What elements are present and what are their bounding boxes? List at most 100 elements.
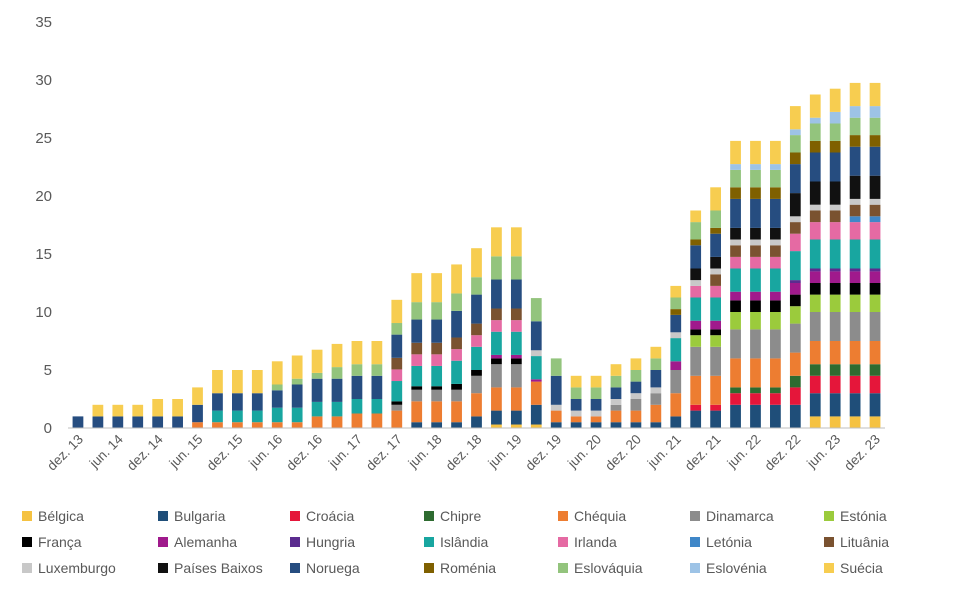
bar-segment bbox=[750, 393, 761, 405]
bar-segment bbox=[750, 164, 761, 170]
bar-segment bbox=[829, 364, 841, 376]
bar-segment bbox=[351, 341, 363, 365]
bar-segment bbox=[690, 375, 702, 405]
bar-segment bbox=[869, 283, 881, 295]
bar-segment bbox=[789, 193, 801, 217]
bar-segment bbox=[530, 404, 542, 425]
bar-segment bbox=[710, 410, 721, 428]
bar-segment bbox=[391, 369, 403, 382]
bar-segment bbox=[730, 239, 741, 246]
bar-segment bbox=[730, 312, 741, 330]
bar-segment bbox=[650, 370, 662, 388]
bar-segment bbox=[431, 342, 443, 355]
bar-segment bbox=[610, 375, 622, 388]
bar-segment bbox=[730, 291, 741, 301]
bar-segment bbox=[809, 117, 821, 124]
bar-segment bbox=[710, 187, 721, 211]
x-tick-label: jun. 23 bbox=[803, 432, 843, 472]
bar-segment bbox=[471, 370, 482, 376]
bar-segment bbox=[869, 364, 881, 376]
bar-segment bbox=[770, 291, 781, 301]
bar-segment bbox=[351, 399, 363, 414]
bar-segment bbox=[530, 356, 542, 380]
bar-segment bbox=[530, 381, 542, 405]
bar-segment bbox=[311, 416, 323, 428]
y-tick-label: 5 bbox=[44, 362, 52, 379]
bar-segment bbox=[371, 375, 383, 399]
bar-segment bbox=[869, 239, 881, 269]
bar-segment bbox=[869, 106, 881, 118]
bar-segment bbox=[491, 279, 502, 309]
bar-segment bbox=[809, 152, 821, 182]
bar-segment bbox=[510, 354, 522, 359]
bar-segment bbox=[829, 140, 841, 153]
bar-segment bbox=[530, 379, 542, 382]
bar-segment bbox=[789, 164, 801, 194]
y-axis: 0 5 10 15 20 25 30 35 bbox=[35, 14, 52, 437]
bar-segment bbox=[570, 375, 582, 388]
bar-segment bbox=[371, 413, 383, 428]
legend-swatch bbox=[158, 563, 168, 573]
bar-segment bbox=[550, 410, 562, 423]
legend-swatch bbox=[290, 563, 300, 573]
bar-segment bbox=[690, 404, 702, 411]
bar-segment bbox=[770, 312, 781, 330]
bar-segment bbox=[730, 268, 741, 292]
bar-segment bbox=[849, 416, 861, 428]
legend-label: Chipre bbox=[440, 508, 481, 524]
bar-segment bbox=[750, 187, 761, 199]
bar-segment bbox=[789, 280, 801, 283]
bar-segment bbox=[869, 135, 881, 147]
bar-segment bbox=[849, 268, 861, 272]
bar-segment bbox=[371, 364, 383, 376]
bar-segment bbox=[690, 320, 702, 330]
bar-segment bbox=[809, 140, 821, 153]
bar-segment bbox=[650, 387, 662, 394]
bar-segment bbox=[829, 239, 841, 269]
bar-segment bbox=[371, 399, 383, 414]
bar-segment bbox=[371, 341, 383, 365]
bar-segment bbox=[710, 297, 721, 321]
legend-swatch bbox=[558, 511, 568, 521]
bar-segment bbox=[690, 297, 702, 321]
legend-label: Eslovénia bbox=[706, 560, 767, 576]
bar-segment bbox=[291, 378, 303, 385]
bar-segment bbox=[311, 372, 323, 379]
bar-segment bbox=[809, 294, 821, 312]
bar-segment bbox=[451, 293, 462, 311]
bar-segment bbox=[789, 251, 801, 281]
bar-segment bbox=[610, 399, 622, 405]
bar-segment bbox=[770, 329, 781, 359]
bar-segment bbox=[690, 245, 702, 269]
bar-segment bbox=[570, 399, 582, 411]
bar-segment bbox=[510, 424, 522, 428]
bar-segment bbox=[849, 375, 861, 394]
bar-segment bbox=[431, 273, 443, 303]
bar-segment bbox=[829, 152, 841, 182]
bar-segment bbox=[510, 410, 522, 425]
bar-segment bbox=[471, 375, 482, 394]
bar-segment bbox=[849, 82, 861, 107]
bar-segment bbox=[650, 358, 662, 370]
bar-segment bbox=[789, 152, 801, 165]
bar-segment bbox=[829, 375, 841, 394]
bar-segment bbox=[471, 335, 482, 347]
bar-segment bbox=[650, 422, 662, 428]
bar-segment bbox=[510, 256, 522, 280]
bar-segment bbox=[750, 169, 761, 188]
bar-segment bbox=[570, 387, 582, 399]
bar-segment bbox=[809, 94, 821, 118]
bar-segment bbox=[570, 416, 582, 423]
bar-segment bbox=[510, 364, 522, 388]
bar-segment bbox=[431, 386, 443, 390]
bar-segment bbox=[510, 387, 522, 411]
bar-segment bbox=[491, 320, 502, 332]
bar-segment bbox=[670, 393, 682, 417]
bar-segment bbox=[770, 358, 781, 388]
bar-segment bbox=[491, 358, 502, 365]
bar-segment bbox=[232, 422, 243, 428]
bar-segment bbox=[809, 204, 821, 211]
bar-segment bbox=[471, 346, 482, 370]
bar-segment bbox=[710, 227, 721, 234]
